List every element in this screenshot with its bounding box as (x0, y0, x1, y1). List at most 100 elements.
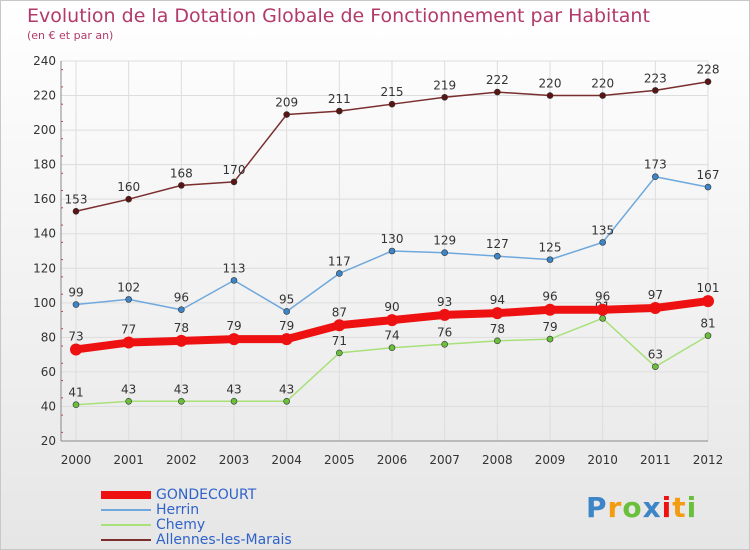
y-tick-label: 40 (41, 399, 56, 413)
legend-label: Chemy (156, 516, 206, 533)
data-label-herrin: 130 (381, 232, 404, 246)
data-point-allennes-les-marais (599, 92, 606, 99)
logo-letter: o (622, 491, 643, 524)
legend-swatch (101, 490, 151, 499)
x-tick-label: 2000 (61, 453, 92, 467)
data-point-herrin (388, 247, 396, 255)
data-label-herrin: 125 (539, 241, 562, 255)
data-label-gondecourt: 101 (697, 281, 720, 295)
x-tick-label: 2001 (113, 453, 144, 467)
data-point-herrin (72, 301, 80, 308)
data-label-gondecourt: 96 (542, 290, 557, 304)
legend-item-chemy: Chemy (101, 516, 292, 533)
data-label-allennes-les-marais: 215 (381, 85, 404, 99)
data-label-allennes-les-marais: 219 (433, 78, 456, 92)
data-point-chemy (283, 397, 290, 405)
data-label-allennes-les-marais: 211 (328, 92, 351, 106)
x-tick-label: 2007 (429, 453, 460, 467)
data-label-gondecourt: 94 (490, 293, 505, 307)
data-label-herrin: 135 (591, 223, 614, 237)
data-point-chemy (546, 335, 554, 343)
data-point-allennes-les-marais (704, 78, 712, 86)
data-label-gondecourt: 73 (68, 329, 83, 343)
data-label-gondecourt: 79 (226, 319, 241, 333)
data-point-herrin (283, 308, 290, 315)
data-label-chemy: 76 (437, 325, 452, 339)
data-label-chemy: 43 (279, 382, 294, 396)
chart-title: Evolution de la Dotation Globale de Fonc… (27, 5, 650, 27)
data-label-chemy: 81 (700, 317, 715, 331)
logo-letter: i (661, 491, 673, 524)
y-tick-label: 80 (41, 330, 56, 344)
data-point-gondecourt (438, 308, 451, 321)
y-tick-label: 160 (33, 192, 56, 206)
data-point-chemy (72, 401, 80, 409)
data-label-allennes-les-marais: 228 (697, 63, 720, 77)
data-point-herrin (336, 270, 343, 277)
x-tick-label: 2003 (219, 453, 250, 467)
x-tick-label: 2011 (640, 453, 671, 467)
data-point-herrin (652, 173, 659, 181)
data-point-chemy (494, 337, 501, 345)
data-label-allennes-les-marais: 153 (65, 192, 88, 206)
y-tick-label: 200 (33, 123, 56, 137)
data-point-gondecourt (544, 303, 556, 316)
data-label-chemy: 71 (332, 334, 347, 348)
data-label-gondecourt: 77 (121, 323, 136, 337)
data-point-gondecourt (596, 303, 609, 316)
legend-label: GONDECOURT (156, 486, 257, 503)
data-point-gondecourt (280, 333, 293, 346)
data-point-gondecourt (649, 302, 662, 314)
data-point-chemy (178, 397, 185, 405)
data-label-chemy: 43 (121, 382, 136, 396)
legend-swatch (101, 523, 151, 526)
data-label-allennes-les-marais: 160 (117, 180, 140, 194)
data-point-herrin (441, 249, 448, 257)
data-label-allennes-les-marais: 223 (644, 71, 667, 85)
data-point-chemy (125, 397, 132, 405)
data-point-herrin (230, 277, 238, 284)
logo-letter: x (642, 491, 662, 524)
x-tick-label: 2010 (587, 453, 618, 467)
data-point-gondecourt (70, 343, 82, 356)
data-point-allennes-les-marais (178, 182, 185, 189)
data-point-herrin (178, 306, 185, 314)
y-tick-label: 60 (41, 365, 56, 379)
data-point-allennes-les-marais (441, 93, 448, 101)
data-point-herrin (494, 252, 501, 260)
data-point-chemy (230, 397, 238, 405)
data-point-allennes-les-marais (546, 92, 554, 99)
data-point-chemy (388, 344, 396, 352)
data-label-herrin: 95 (279, 292, 294, 306)
x-tick-label: 2008 (482, 453, 513, 467)
data-point-chemy (704, 332, 712, 339)
logo-letter: r (607, 491, 623, 524)
data-label-chemy: 43 (174, 382, 189, 396)
legend-item-gondecourt: GONDECOURT (101, 486, 292, 503)
data-point-gondecourt (386, 314, 398, 327)
data-label-herrin: 167 (697, 168, 720, 182)
data-point-herrin (599, 239, 606, 246)
data-label-allennes-les-marais: 220 (539, 77, 562, 91)
data-point-allennes-les-marais (125, 195, 132, 203)
data-label-chemy: 43 (226, 382, 241, 396)
data-label-herrin: 129 (433, 234, 456, 248)
data-label-herrin: 173 (644, 158, 667, 172)
data-label-gondecourt: 87 (332, 305, 347, 319)
y-tick-label: 140 (33, 227, 56, 241)
logo-letter: i (686, 491, 698, 524)
data-label-allennes-les-marais: 222 (486, 73, 509, 87)
x-tick-label: 2012 (693, 453, 724, 467)
data-point-chemy (336, 349, 343, 357)
data-label-herrin: 127 (486, 237, 509, 251)
x-tick-label: 2009 (535, 453, 566, 467)
data-label-chemy: 63 (648, 348, 663, 362)
data-label-gondecourt: 90 (384, 300, 399, 314)
data-point-allennes-les-marais (388, 100, 396, 108)
data-label-herrin: 96 (174, 291, 189, 305)
data-label-allennes-les-marais: 220 (591, 77, 614, 91)
data-point-chemy (599, 315, 606, 322)
data-point-allennes-les-marais (283, 111, 290, 118)
y-tick-label: 220 (33, 89, 56, 103)
